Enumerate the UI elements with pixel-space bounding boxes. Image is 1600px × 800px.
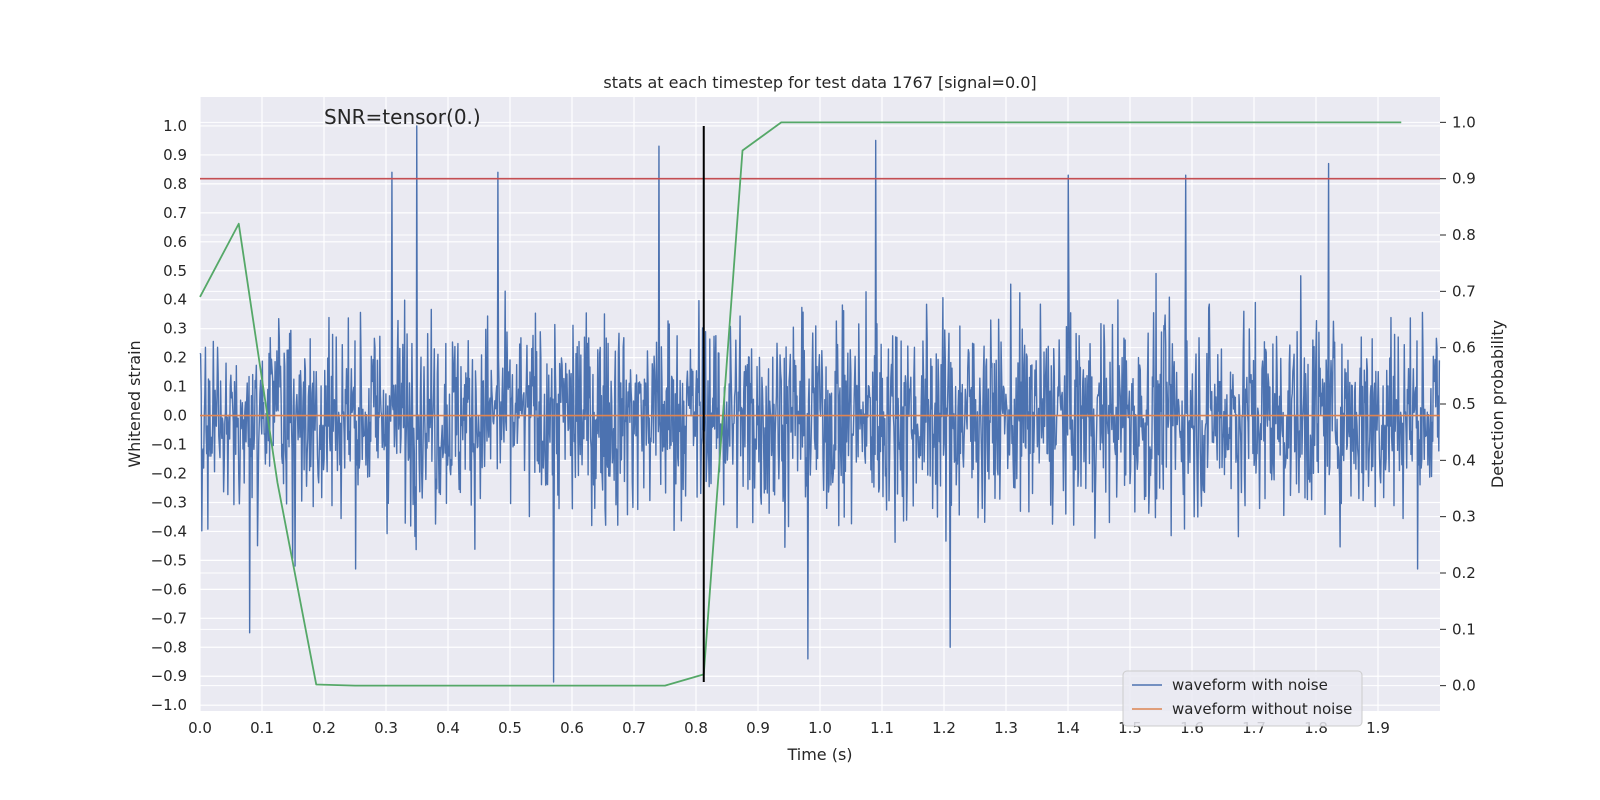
y-tick-label: −0.9: [151, 667, 187, 685]
y2-tick-label: 0.4: [1452, 451, 1476, 469]
y-tick-label: 0.0: [163, 407, 187, 425]
tick-labels: 0.0 0.1 0.2 0.3 0.4 0.5 0.6 0.7 0.8 0.9 1.0 1.1 1.2 1…: [151, 113, 1476, 737]
y-tick-label: −0.4: [151, 522, 187, 540]
x-tick-label: 0.3: [374, 719, 398, 737]
y-tick-label: −0.1: [151, 436, 187, 454]
y-tick-label: −0.3: [151, 493, 187, 511]
y-axis-label: Whitened strain: [125, 340, 144, 467]
x-tick-label: 1.1: [870, 719, 894, 737]
y-tick-label: 0.4: [163, 291, 187, 309]
x-tick-label: 1.2: [932, 719, 956, 737]
y2-tick-label: 0.7: [1452, 282, 1476, 300]
x-tick-label: 0.4: [436, 719, 460, 737]
x-tick-label: 0.9: [746, 719, 770, 737]
snr-annotation: SNR=tensor(0.): [324, 105, 481, 129]
y2-tick-label: 0.3: [1452, 508, 1476, 526]
x-tick-label: 0.6: [560, 719, 584, 737]
legend-label-waveform-with-noise: waveform with noise: [1172, 676, 1328, 694]
x-tick-label: 1.9: [1366, 719, 1390, 737]
y-tick-label: −0.6: [151, 580, 187, 598]
y-tick-label: −1.0: [151, 696, 187, 714]
x-tick-label: 0.2: [312, 719, 336, 737]
y2-axis-label: Detection probability: [1488, 320, 1507, 488]
x-tick-label: 1.4: [1056, 719, 1080, 737]
x-tick-label: 0.7: [622, 719, 646, 737]
y-tick-label: 0.1: [163, 378, 187, 396]
x-axis-label: Time (s): [786, 745, 852, 764]
y2-tick-label: 0.5: [1452, 395, 1476, 413]
series-waveform-with-noise: [199, 125, 1441, 683]
y-tick-label: 0.2: [163, 349, 187, 367]
y-tick-label: 0.9: [163, 146, 187, 164]
y-tick-label: 0.5: [163, 262, 187, 280]
legend-box: [1122, 670, 1363, 727]
x-tick-label: 0.1: [250, 719, 274, 737]
x-tick-label: 0.0: [188, 719, 212, 737]
y2-tick-label: 0.6: [1452, 339, 1476, 357]
y-tick-label: 0.3: [163, 320, 187, 338]
x-tick-label: 1.0: [808, 719, 832, 737]
y-tick-label: 0.8: [163, 175, 187, 193]
y-tick-label: 0.7: [163, 204, 187, 222]
x-tick-label: 0.5: [498, 719, 522, 737]
x-tick-label: 1.3: [994, 719, 1018, 737]
chart-title: stats at each timestep for test data 176…: [603, 73, 1036, 92]
y-tick-label: 0.6: [163, 233, 187, 251]
x-tick-label: 0.8: [684, 719, 708, 737]
legend-label-waveform-without-noise: waveform without noise: [1172, 700, 1352, 718]
y-tick-label: −0.8: [151, 638, 187, 656]
y-tick-label: −0.7: [151, 609, 187, 627]
y2-tick-label: 1.0: [1452, 113, 1476, 131]
legend: waveform with noise waveform without noi…: [1122, 670, 1363, 727]
y-tick-label: −0.2: [151, 465, 187, 483]
y2-tick-label: 0.8: [1452, 226, 1476, 244]
y-tick-label: 1.0: [163, 117, 187, 135]
chart-marks: [199, 121, 1441, 687]
y2-tick-label: 0.0: [1452, 677, 1476, 695]
y-tick-label: −0.5: [151, 551, 187, 569]
series-detection-probability: [199, 121, 1402, 687]
y2-tick-label: 0.9: [1452, 170, 1476, 188]
y2-tick-label: 0.1: [1452, 620, 1476, 638]
y2-tick-label: 0.2: [1452, 564, 1476, 582]
